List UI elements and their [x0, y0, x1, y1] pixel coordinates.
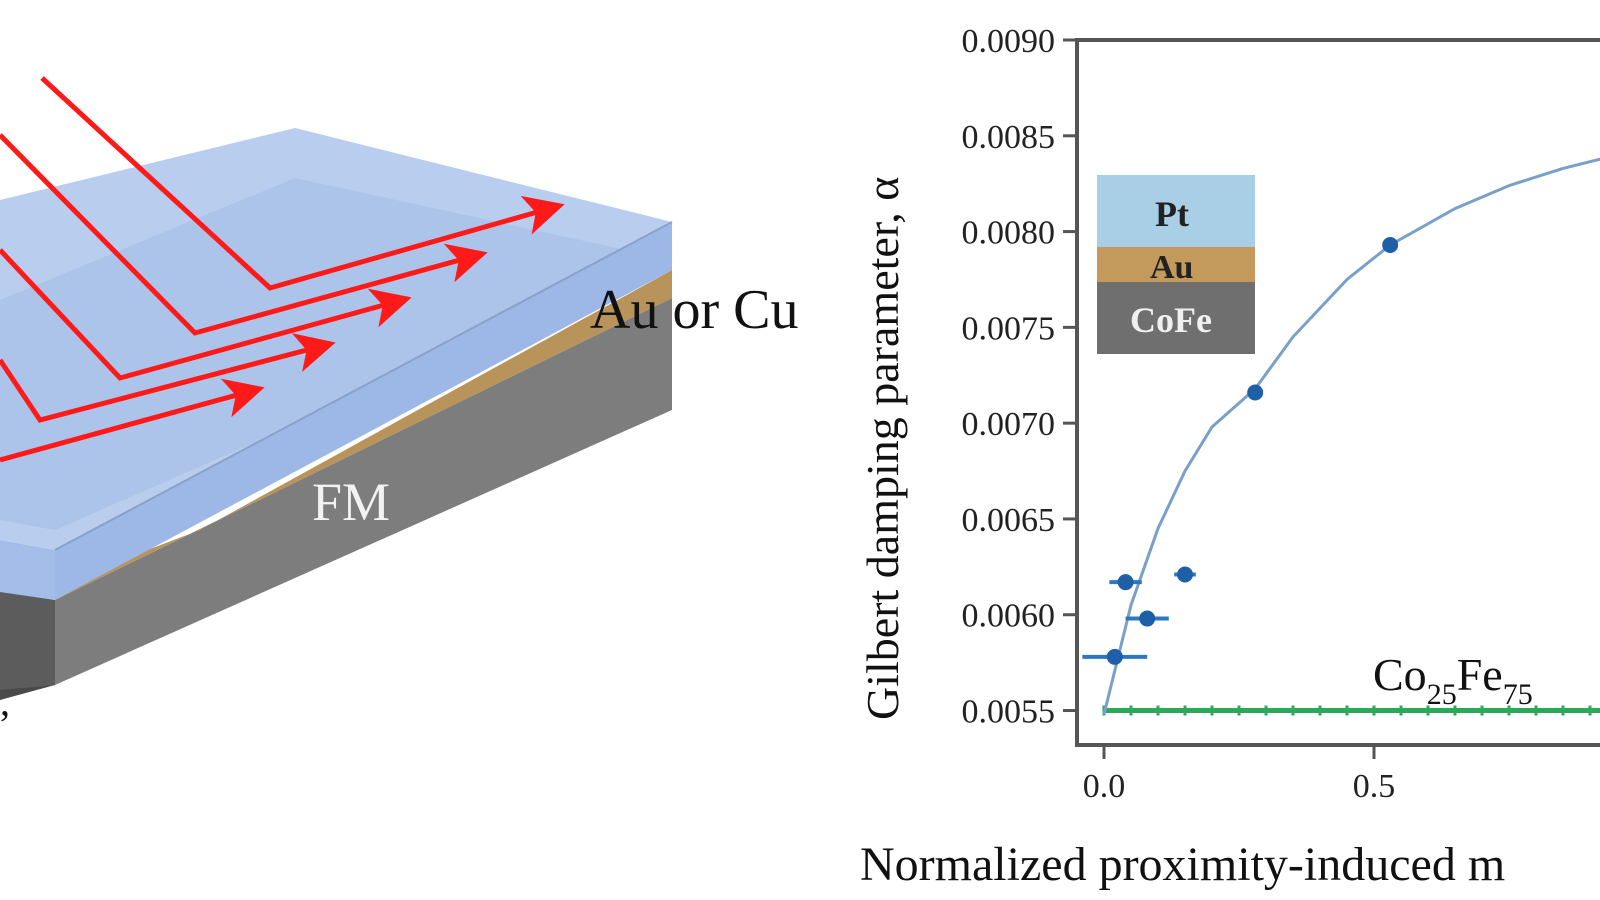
legend-pt-label: Pt	[1155, 194, 1189, 234]
data-point	[1247, 384, 1264, 401]
legend-pt-swatch	[1097, 175, 1255, 247]
x-axis-ticks: 0.0 0.5	[1083, 745, 1396, 805]
y-tick-label: 0.0090	[962, 23, 1056, 60]
legend-au-swatch	[1097, 247, 1255, 282]
inset-layer-legend: Pt Au CoFe	[1097, 175, 1255, 354]
data-point	[1177, 566, 1193, 583]
annotation-co: Co	[1373, 649, 1427, 700]
plot-frame	[1075, 38, 1600, 747]
fm-layer-label: FM	[312, 472, 390, 532]
stray-mark: ,	[0, 679, 10, 724]
composition-annotation: Co25Fe75	[1373, 649, 1533, 711]
annotation-fe: Fe	[1457, 649, 1503, 700]
pt-layer-edge	[55, 222, 672, 600]
arrow-5	[0, 378, 265, 463]
y-axis-label: Gilbert damping parameter, α	[857, 177, 908, 720]
arrow-4	[0, 333, 336, 423]
fit-curve	[1102, 157, 1600, 715]
pt-layer-inner	[0, 178, 672, 530]
legend-cofe-swatch	[1097, 282, 1255, 354]
y-tick-label: 0.0060	[962, 598, 1056, 635]
x-axis-label: Normalized proximity-induced m	[860, 838, 1505, 891]
pt-layer-front	[0, 540, 55, 600]
y-tick-label: 0.0075	[962, 310, 1056, 347]
arrow-2	[0, 133, 488, 336]
x-tick-label: 0.0	[1083, 768, 1126, 805]
data-point	[1382, 236, 1399, 253]
reflection-arrows	[0, 76, 565, 463]
fm-layer-front-left	[0, 590, 55, 690]
fm-layer-side	[55, 298, 672, 685]
data-point	[1139, 610, 1156, 627]
data-point	[1117, 574, 1134, 591]
pt-layer-ridge	[54, 221, 673, 551]
damping-chart: 0.00550.00600.00650.00700.00750.00800.00…	[857, 23, 1600, 891]
legend-cofe-label: CoFe	[1130, 300, 1212, 340]
data-point	[1106, 648, 1123, 665]
x-tick-label: 0.5	[1353, 768, 1396, 805]
spacer-layer-label: Au or Cu	[590, 279, 798, 341]
legend-au-label: Au	[1150, 249, 1193, 286]
y-tick-label: 0.0070	[962, 406, 1056, 443]
y-axis-ticks: 0.0055 0.0060 0.0065 0.0070 0.0075 0.0080 0.00…	[962, 23, 1077, 731]
y-tick-label: 0.0080	[962, 215, 1056, 252]
arrow-3	[0, 248, 412, 381]
y-tick-label: 0.0055	[962, 694, 1056, 731]
annotation-sub1: 25	[1427, 678, 1457, 711]
y-tick-label: 0.0085	[962, 119, 1056, 156]
annotation-sub2: 75	[1503, 678, 1533, 711]
layer-stack-diagram: Au or Cu FM ,	[0, 76, 798, 724]
arrow-1	[40, 76, 565, 291]
series-layer	[1082, 157, 1600, 716]
y-tick-label: 0.0065	[962, 502, 1056, 539]
